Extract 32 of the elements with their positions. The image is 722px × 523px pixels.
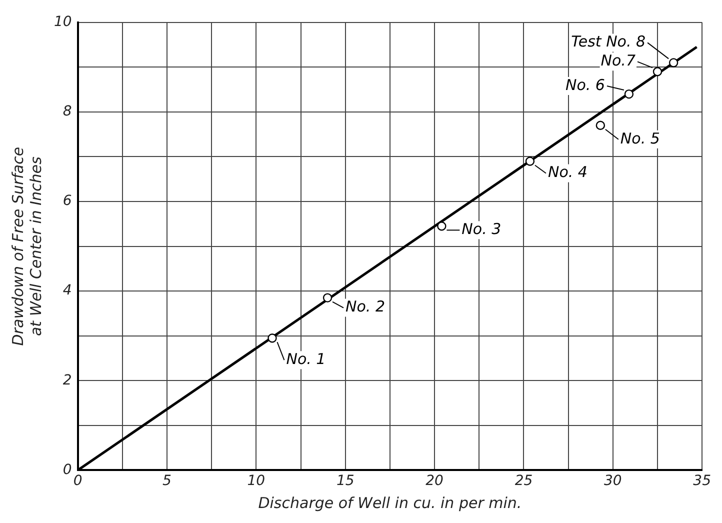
point — [624, 89, 634, 99]
x-tick-label: 15 — [336, 473, 354, 490]
point — [525, 156, 535, 166]
point — [668, 58, 678, 68]
y-tick-label: 8 — [62, 104, 72, 120]
annotation: No. 3 — [462, 220, 502, 238]
point — [268, 334, 277, 343]
x-axis-title: Discharge of Well in cu. in per min. — [258, 494, 522, 512]
y-tick-label: 6 — [62, 193, 72, 210]
x-tick-label: 25 — [514, 473, 533, 490]
point — [596, 120, 606, 130]
annotation: No. 1 — [286, 350, 326, 368]
annotation: No. 4 — [548, 163, 588, 182]
y-tick-label: 4 — [62, 282, 72, 299]
x-tick-label: 30 — [604, 473, 622, 490]
point — [322, 293, 332, 302]
point — [652, 67, 662, 76]
y-tick-label: 0 — [62, 462, 72, 478]
y-axis-title: Drawdown of Free Surface at Well Center in Inches — [8, 146, 45, 346]
x-tick-label: 20 — [426, 473, 444, 490]
annotation: No. 2 — [346, 298, 386, 316]
x-tick-label: 0 — [73, 473, 82, 490]
annotation: No.7 — [600, 52, 636, 70]
x-tick-label: 35 — [693, 473, 712, 490]
annotation: No. 5 — [620, 129, 660, 148]
y-tick-label: 2 — [62, 372, 72, 388]
y-tick-label: 10 — [54, 14, 72, 30]
annotation: No. 6 — [565, 76, 605, 94]
annotation: Test No. 8 — [571, 32, 646, 51]
point — [437, 222, 446, 231]
x-tick-label: 5 — [162, 473, 172, 490]
x-tick-label: 10 — [247, 473, 266, 490]
